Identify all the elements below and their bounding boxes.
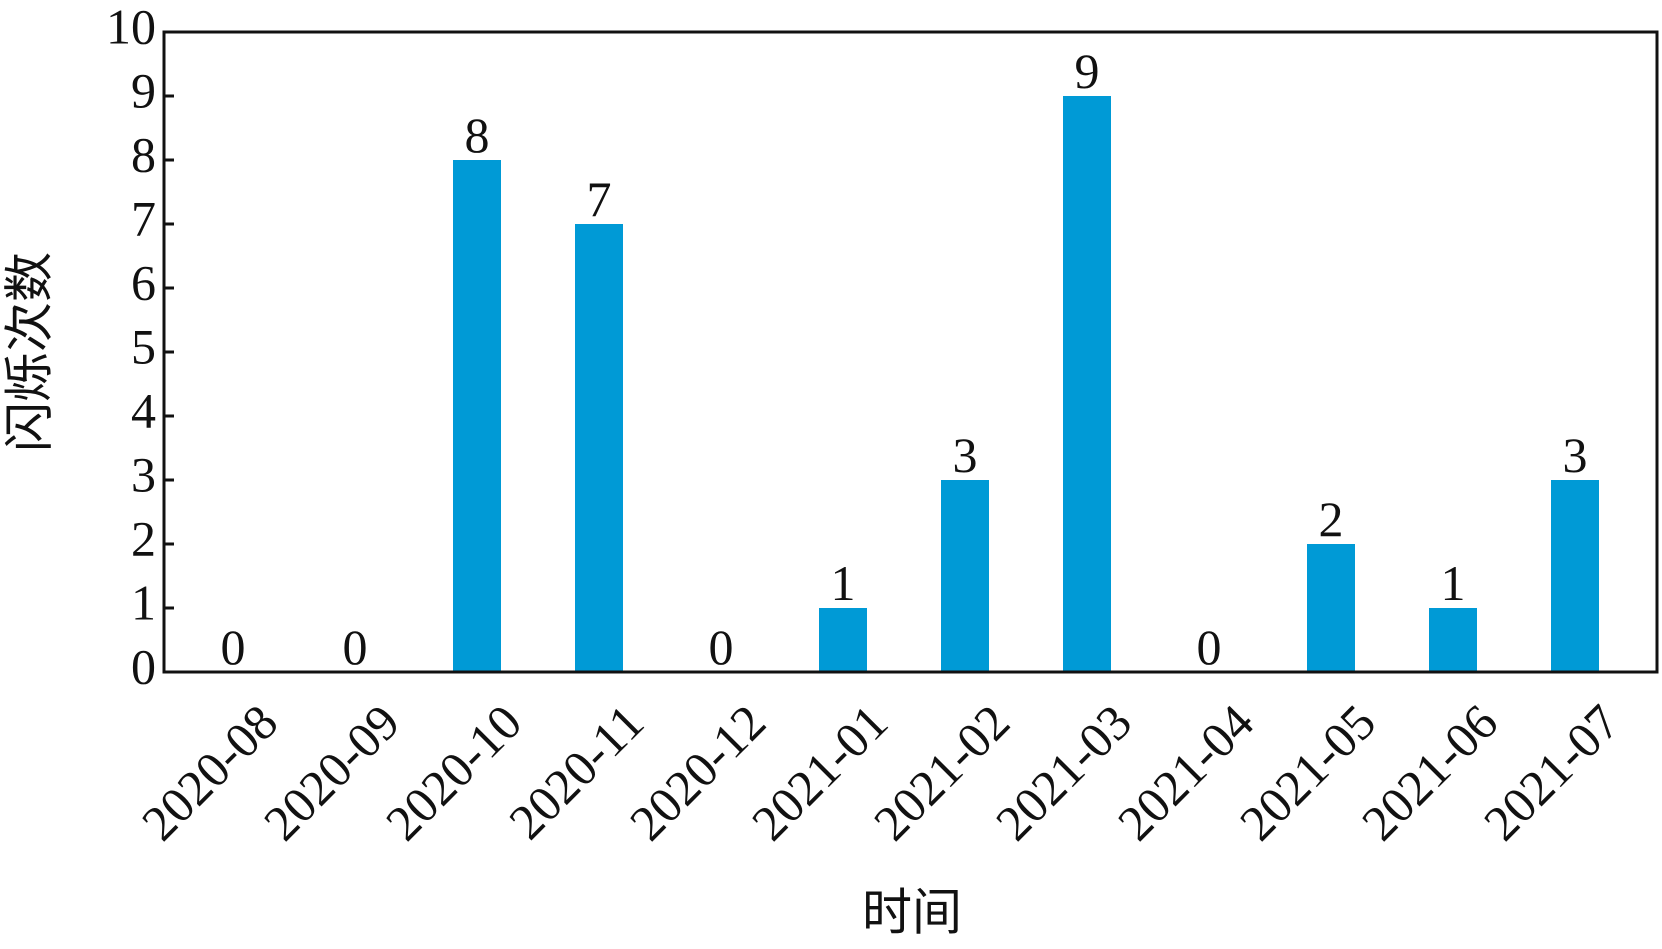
x-tick-label: 2020-10 <box>375 694 532 851</box>
data-label: 9 <box>1075 43 1100 99</box>
x-tick-label: 2021-04 <box>1107 694 1264 851</box>
data-label: 2 <box>1319 491 1344 547</box>
x-tick-label: 2021-07 <box>1473 694 1630 851</box>
y-tick-label: 3 <box>131 446 156 502</box>
x-tick-label: 2020-11 <box>498 694 654 850</box>
data-label: 0 <box>709 619 734 675</box>
y-axis-title: 闪烁次数 <box>1 252 57 452</box>
data-label: 1 <box>1441 555 1466 611</box>
y-tick-label: 6 <box>131 254 156 310</box>
x-tick-label: 2021-06 <box>1351 694 1508 851</box>
data-label: 8 <box>465 107 490 163</box>
x-tick-label: 2021-03 <box>985 694 1142 851</box>
x-axis-title: 时间 <box>862 884 962 940</box>
y-tick-label: 2 <box>131 510 156 566</box>
y-tick-label: 8 <box>131 126 156 182</box>
bar <box>1063 96 1111 672</box>
bar <box>453 160 501 672</box>
x-tick-label: 2020-08 <box>131 694 288 851</box>
x-tick-label: 2020-12 <box>619 694 776 851</box>
bar <box>1429 608 1477 672</box>
bar <box>575 224 623 672</box>
data-label: 3 <box>953 427 978 483</box>
y-tick-label: 5 <box>131 318 156 374</box>
bar <box>941 480 989 672</box>
y-tick-label: 4 <box>131 382 156 438</box>
bar <box>819 608 867 672</box>
x-tick-label: 2021-05 <box>1229 694 1386 851</box>
x-tick-label: 2021-01 <box>741 694 898 851</box>
bar <box>1551 480 1599 672</box>
data-label: 3 <box>1563 427 1588 483</box>
x-tick-label: 2021-02 <box>863 694 1020 851</box>
y-tick-label: 1 <box>131 574 156 630</box>
bar <box>1307 544 1355 672</box>
data-label: 7 <box>587 171 612 227</box>
y-tick-label: 7 <box>131 190 156 246</box>
data-label: 0 <box>343 619 368 675</box>
data-label: 1 <box>831 555 856 611</box>
y-tick-label: 0 <box>131 638 156 694</box>
y-tick-label: 9 <box>131 62 156 118</box>
data-label: 0 <box>1197 619 1222 675</box>
y-tick-label: 10 <box>106 0 156 54</box>
data-label: 0 <box>221 619 246 675</box>
x-tick-label: 2020-09 <box>253 694 410 851</box>
plot-frame <box>162 30 1659 674</box>
